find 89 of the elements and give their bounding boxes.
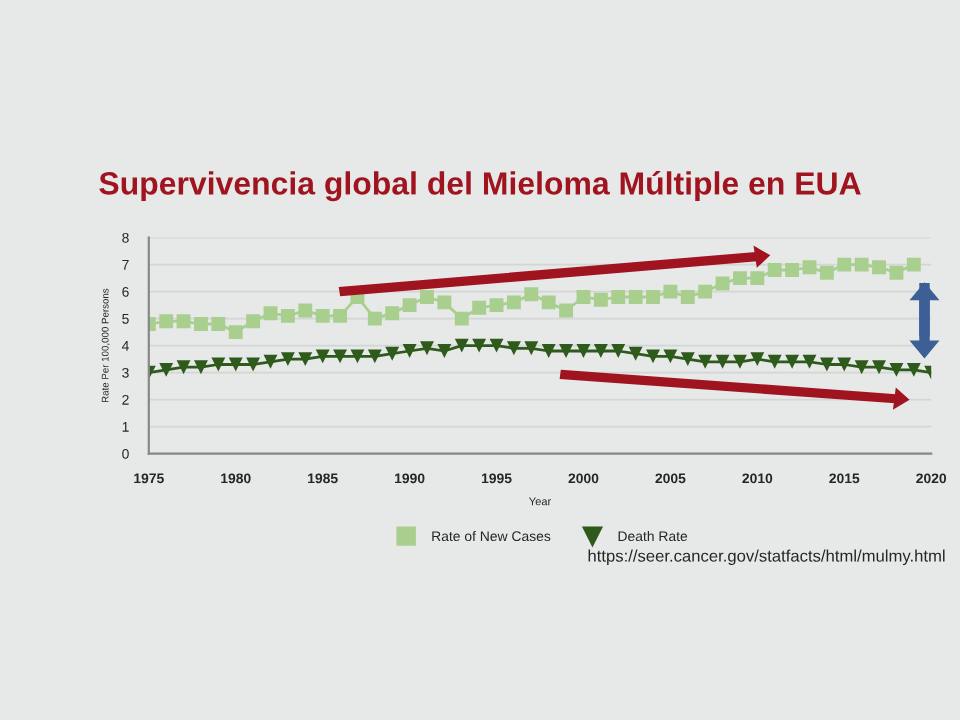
point [872,360,886,375]
point [333,308,347,323]
point [906,362,921,377]
point [646,290,660,304]
point [541,344,556,358]
point [437,344,452,358]
point [298,352,313,367]
point [837,257,852,272]
point [906,257,921,272]
point [611,344,626,358]
point [524,341,539,356]
point [472,300,487,315]
point [872,260,886,275]
point [211,357,226,372]
point [750,352,765,367]
point [576,290,591,304]
point [628,290,643,304]
point [489,338,504,353]
point [819,265,834,280]
point [715,276,730,291]
point [837,357,852,372]
point [454,311,469,326]
point [246,357,261,372]
point [298,303,313,318]
text: https://seer.cancer.gov/statfacts/html/mulmy.html [588,549,945,566]
point [733,354,747,369]
point [889,265,904,280]
point [385,306,400,321]
point [420,341,434,356]
point [333,349,347,364]
point [367,349,382,364]
point [489,298,504,313]
point [159,314,174,329]
point [611,290,626,304]
point [367,311,382,326]
point [176,314,191,329]
point [402,344,417,358]
point [750,271,765,286]
point [802,260,817,275]
point [715,354,730,369]
point [854,257,869,272]
point [767,354,782,369]
point [819,357,834,372]
chart-title: Supervivencia global del Mieloma Múltiple en EUA [99,170,861,202]
point [159,362,174,377]
point [663,284,678,299]
point [524,287,539,302]
point [593,292,608,307]
point [176,360,191,375]
point [767,263,782,277]
point [541,295,556,310]
point [420,290,434,304]
point [350,349,365,364]
point [280,308,295,323]
point [506,295,521,310]
point [228,357,243,372]
point [437,295,452,310]
point [680,352,695,367]
point [593,344,608,358]
point [315,349,330,364]
point [246,314,261,329]
point [194,360,208,375]
point [576,344,591,358]
point [263,354,278,369]
point [646,349,660,364]
point [280,352,295,367]
point [454,338,469,353]
point [194,317,208,331]
point [785,354,800,369]
point [733,271,747,286]
point [385,346,400,361]
point [315,308,330,323]
point [559,344,574,358]
point [802,354,817,369]
point [263,306,278,321]
point [402,298,417,313]
point [698,284,713,299]
point [506,341,521,356]
point [785,263,800,277]
point [889,362,904,377]
point [663,349,678,364]
point [698,354,713,369]
point [559,303,574,318]
point [472,338,487,353]
point [228,325,243,340]
point [628,346,643,361]
point [680,290,695,304]
point [211,317,226,331]
point [854,360,869,375]
